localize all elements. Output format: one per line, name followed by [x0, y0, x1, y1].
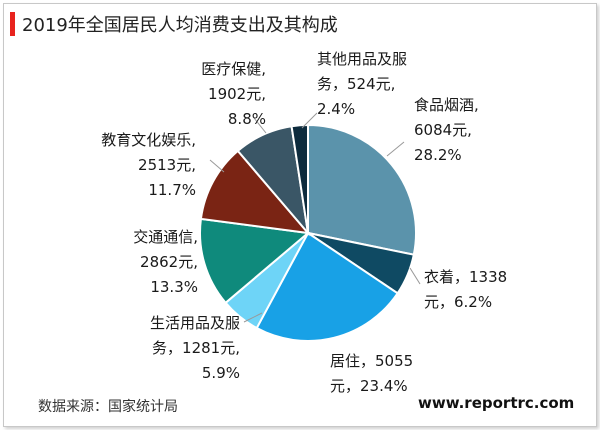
slice-label-line: 6084元, [414, 121, 472, 139]
leader-line-7 [253, 117, 267, 134]
pie-slice-5 [199, 217, 311, 305]
slice-label-line: 食品烟酒, [414, 96, 479, 114]
chart-title: 2019年全国居民人均消费支出及其构成 [22, 15, 338, 36]
slice-label-line: 13.3% [150, 278, 198, 296]
watermark: www.reportrc.com [418, 394, 575, 412]
leader-line-4 [243, 312, 263, 323]
slice-label-line: 务，524元, [317, 75, 395, 93]
slice-label-line: 生活用品及服 [150, 314, 240, 332]
title-accent-bar [10, 12, 15, 36]
leader-line-1 [386, 141, 405, 157]
slice-label-line: 务，1281元, [152, 339, 240, 357]
slice-label-line: 2.4% [317, 100, 355, 118]
pie-slice-6 [199, 149, 311, 235]
slice-label-7: 医疗保健, 1902元, 8.8% [201, 60, 266, 128]
slice-label-line: 1902元, [208, 85, 266, 103]
slice-label-line: 教育文化娱乐, [101, 131, 196, 149]
slice-label-1: 食品烟酒, 6084元, 28.2% [414, 96, 479, 164]
pie-slice-8 [290, 123, 309, 234]
leader-lines [209, 112, 421, 323]
pie-labels: 食品烟酒, 6084元, 28.2% 衣着，1338 元，6.2% 居住，5055 元，23… [101, 50, 507, 395]
leader-line-8 [301, 112, 318, 129]
leader-line-6 [209, 159, 225, 173]
slice-label-line: 交通通信, [133, 228, 198, 246]
slice-label-2: 衣着，1338 元，6.2% [424, 268, 507, 311]
slice-label-3: 居住，5055 元，23.4% [330, 352, 413, 395]
slice-label-line: 2513元, [138, 156, 196, 174]
slice-label-line: 28.2% [414, 146, 462, 164]
pie-slice-1 [307, 123, 417, 256]
slice-label-line: 8.8% [228, 110, 266, 128]
slice-label-line: 2862元, [140, 253, 198, 271]
slice-label-line: 其他用品及服 [317, 50, 407, 68]
slice-label-4: 生活用品及服务，1281元, 5.9% [150, 314, 240, 382]
slice-label-line: 5.9% [202, 364, 240, 382]
data-source: 数据来源：国家统计局 [38, 399, 178, 415]
slice-label-line: 元，6.2% [424, 293, 492, 311]
slice-label-5: 交通通信, 2862元, 13.3% [133, 228, 198, 296]
slice-label-8: 其他用品及服务，524元, 2.4% [317, 50, 407, 118]
slice-label-line: 居住，5055 [330, 352, 413, 370]
pie-slice-3 [255, 231, 399, 342]
pie-slices [199, 123, 417, 342]
slice-label-6: 教育文化娱乐, 2513元, 11.7% [101, 131, 196, 199]
slice-label-line: 衣着，1338 [424, 268, 507, 286]
slice-label-line: 11.7% [148, 181, 196, 199]
leader-line-2 [409, 267, 421, 285]
slice-label-line: 元，23.4% [330, 377, 408, 395]
slice-label-line: 医疗保健, [201, 60, 266, 78]
